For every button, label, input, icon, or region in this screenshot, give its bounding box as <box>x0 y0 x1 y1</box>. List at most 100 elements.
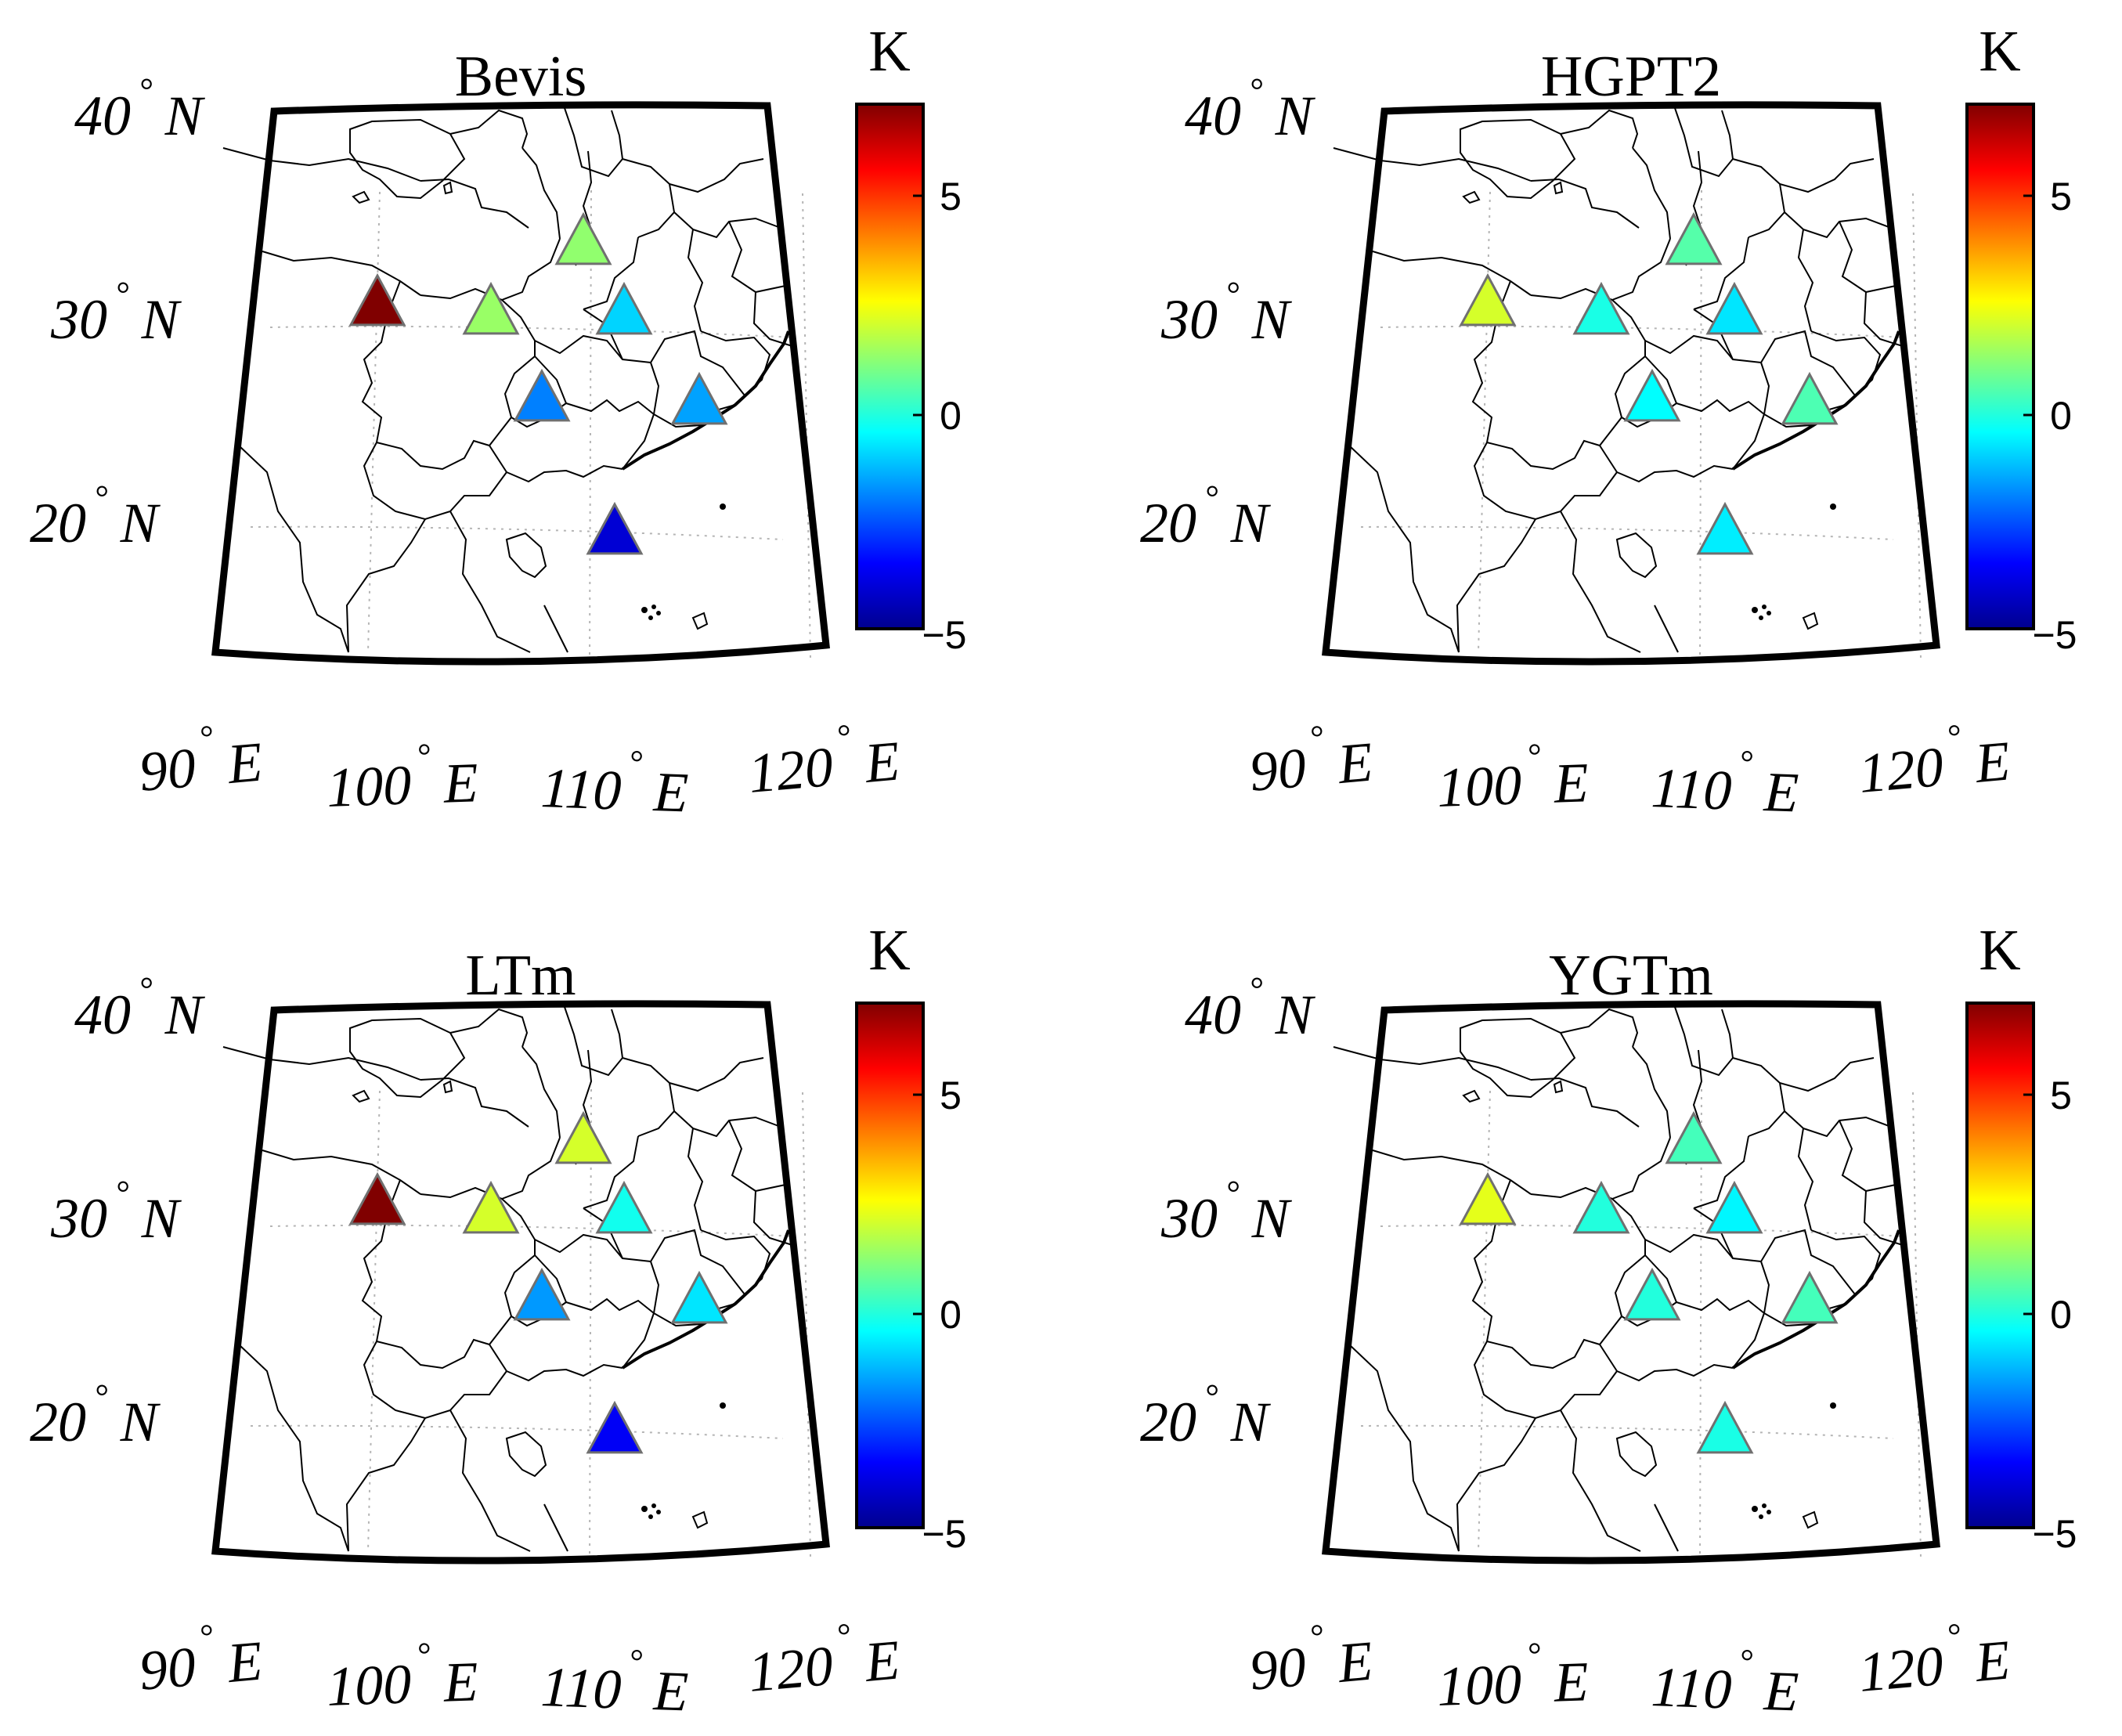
station-marker <box>1705 1180 1763 1234</box>
colorbar-tick: 5 <box>2050 175 2072 218</box>
map-base <box>215 1004 826 1561</box>
lat-label-30: 30 ° N <box>1160 275 1293 351</box>
lat-labels: 40 ° N 30 ° N 20 ° N <box>30 71 206 554</box>
station-markers <box>348 1110 728 1454</box>
panel-hgpt2: HGPT2 40 ° N 30 ° N 20 ° N 90° E 100 ° E 110 ° E 12… <box>1140 20 2077 825</box>
station-marker <box>1696 1400 1754 1454</box>
panel-title: Bevis <box>455 45 587 109</box>
station-marker <box>1665 211 1723 265</box>
lon-labels: 90° E 100 ° E 110 ° E 120° E <box>135 1611 903 1723</box>
colorbar-unit: K <box>868 20 910 84</box>
lon-label-110: 110 ° E <box>1650 1639 1800 1723</box>
lat-label-20: 20 ° N <box>30 1377 161 1453</box>
station-marker <box>1781 371 1839 425</box>
lon-label-120: 120° E <box>1855 1611 2013 1703</box>
station-marker <box>462 1180 520 1234</box>
lon-label-110: 110 ° E <box>540 740 690 825</box>
colorbar-tick: 0 <box>2050 1293 2072 1337</box>
colorbar-tick: −5 <box>2032 613 2077 657</box>
station-marker <box>554 1110 612 1164</box>
panel-ygtm: YGTm 40 ° N 30 ° N 20 ° N 90° E 100 ° E 110 ° E 120… <box>1140 919 2077 1723</box>
lon-labels: 90° E 100 ° E 110 ° E 120° E <box>135 713 903 825</box>
lat-label-20: 20 ° N <box>1140 1377 1272 1453</box>
panel-bevis: Bevis 40 ° N 30 ° N 20 ° N 90° E 100 ° E 110 ° E 12… <box>30 20 967 825</box>
station-marker <box>1665 1110 1723 1164</box>
station-marker <box>595 281 653 335</box>
station-markers <box>348 211 728 555</box>
lon-label-100: 100 ° E <box>1435 1633 1590 1718</box>
station-marker <box>462 281 520 335</box>
lat-labels: 40 ° N 30 ° N 20 ° N <box>30 970 206 1453</box>
station-marker <box>586 501 644 555</box>
lon-label-90: 90° E <box>135 714 265 803</box>
station-markers <box>1459 1110 1839 1454</box>
station-marker <box>586 1400 644 1454</box>
lat-label-20: 20 ° N <box>30 478 161 554</box>
station-marker <box>348 272 406 327</box>
station-marker <box>513 368 571 422</box>
lat-label-40: 40 ° N <box>1185 970 1316 1046</box>
lon-labels: 90° E 100 ° E 110 ° E 120° E <box>1246 713 2013 825</box>
map-base <box>1326 105 1936 662</box>
colorbar-unit: K <box>1979 20 2020 84</box>
map-base <box>215 105 826 662</box>
lon-label-100: 100 ° E <box>325 1633 479 1718</box>
lon-label-90: 90° E <box>135 1613 265 1702</box>
colorbar-tick: 0 <box>940 1293 962 1337</box>
station-marker <box>1696 501 1754 555</box>
colorbar-tick: 0 <box>2050 394 2072 438</box>
panel-title: LTm <box>465 944 576 1008</box>
map-base <box>1326 1004 1936 1561</box>
station-markers <box>1459 211 1839 555</box>
colorbar-tick: 5 <box>2050 1074 2072 1117</box>
lon-label-110: 110 ° E <box>1650 740 1800 825</box>
station-marker <box>595 1180 653 1234</box>
station-marker <box>670 1270 728 1324</box>
lat-label-40: 40 ° N <box>74 71 206 147</box>
colorbar-tick: −5 <box>922 1512 966 1556</box>
lat-label-30: 30 ° N <box>50 275 182 351</box>
lat-labels: 40 ° N 30 ° N 20 ° N <box>1140 71 1316 554</box>
lon-label-110: 110 ° E <box>540 1639 690 1723</box>
lon-label-90: 90° E <box>1246 1613 1376 1702</box>
colorbar: K 5 0 −5 <box>855 919 967 1556</box>
station-marker <box>513 1267 571 1321</box>
colorbar-unit: K <box>1979 919 2020 983</box>
lon-label-120: 120° E <box>1855 713 2013 804</box>
colorbar-tick: 5 <box>940 1074 962 1117</box>
lat-labels: 40 ° N 30 ° N 20 ° N <box>1140 970 1316 1453</box>
panel-title: YGTm <box>1549 944 1713 1008</box>
lon-label-100: 100 ° E <box>325 734 479 819</box>
panel-title: HGPT2 <box>1541 45 1721 109</box>
station-marker <box>348 1171 406 1225</box>
station-marker <box>1459 1171 1517 1225</box>
station-marker <box>1623 1267 1681 1321</box>
station-marker <box>1459 272 1517 327</box>
station-marker <box>554 211 612 265</box>
lon-labels: 90° E 100 ° E 110 ° E 120° E <box>1246 1611 2013 1723</box>
lat-label-40: 40 ° N <box>74 970 206 1046</box>
colorbar-tick: −5 <box>922 613 966 657</box>
colorbar-tick: 5 <box>940 175 962 218</box>
station-marker <box>1572 281 1630 335</box>
lat-label-20: 20 ° N <box>1140 478 1272 554</box>
lat-label-30: 30 ° N <box>1160 1174 1293 1250</box>
lon-label-120: 120° E <box>745 713 903 804</box>
colorbar-tick: 0 <box>940 394 962 438</box>
lon-label-120: 120° E <box>745 1611 903 1703</box>
colorbar-tick: −5 <box>2032 1512 2077 1556</box>
station-marker <box>1781 1270 1839 1324</box>
station-marker <box>1705 281 1763 335</box>
lon-label-100: 100 ° E <box>1435 734 1590 819</box>
colorbar-unit: K <box>868 919 910 983</box>
lon-label-90: 90° E <box>1246 714 1376 803</box>
panel-ltm: LTm 40 ° N 30 ° N 20 ° N 90° E 100 ° E 110 ° E 120°… <box>30 919 967 1723</box>
station-marker <box>1572 1180 1630 1234</box>
station-marker <box>1623 368 1681 422</box>
lat-label-40: 40 ° N <box>1185 71 1316 147</box>
lat-label-30: 30 ° N <box>50 1174 182 1250</box>
station-marker <box>670 371 728 425</box>
colorbar: K 5 0 −5 <box>1965 919 2077 1556</box>
colorbar: K 5 0 −5 <box>1965 20 2077 657</box>
